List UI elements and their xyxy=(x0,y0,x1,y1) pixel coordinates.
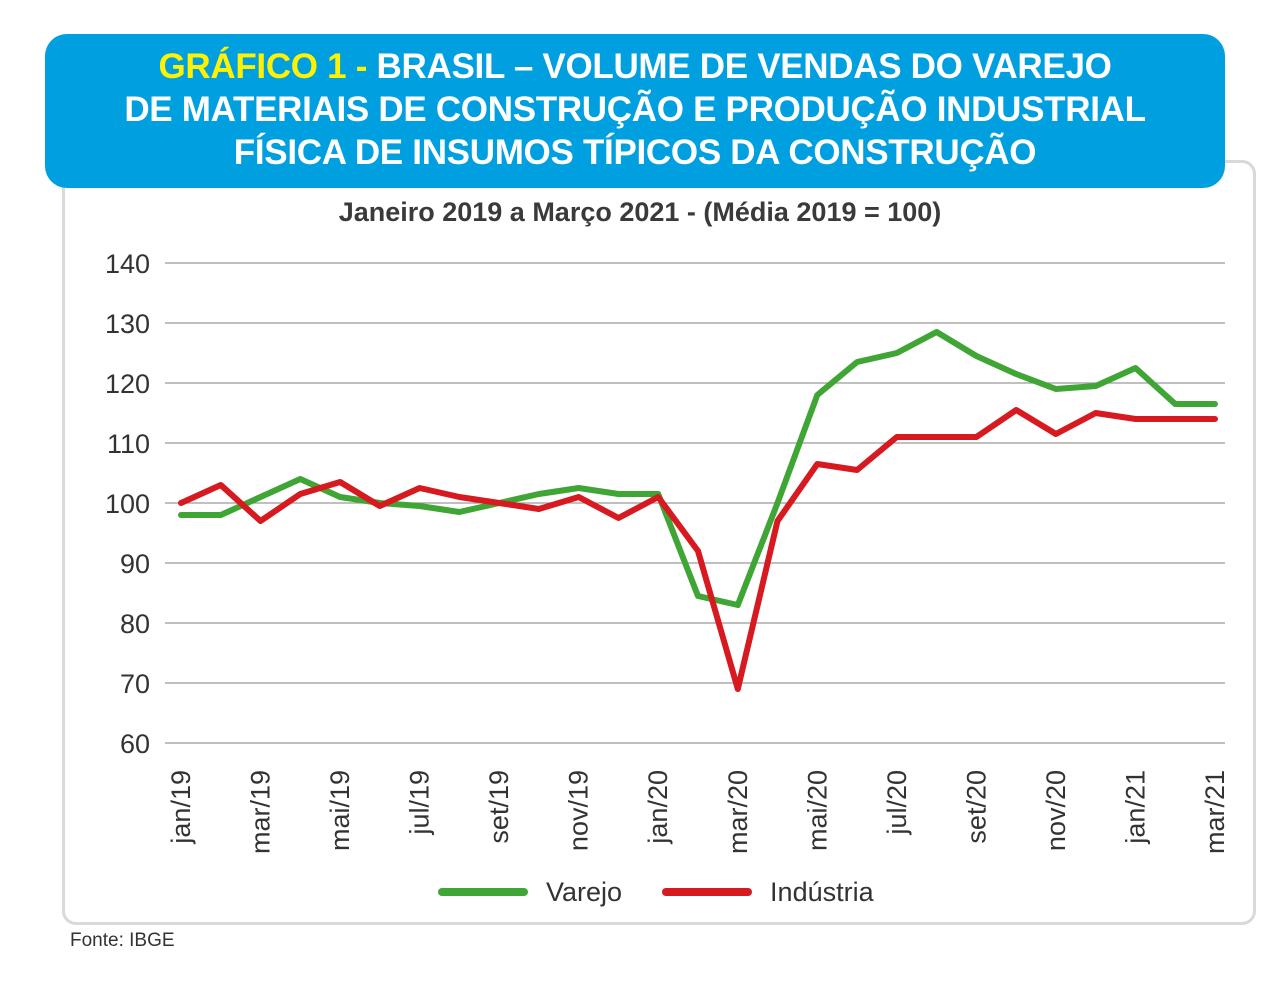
banner-line-2: DE MATERIAIS DE CONSTRUÇÃO E PRODUÇÃO IN… xyxy=(124,90,1146,129)
y-tick-label-130: 130 xyxy=(105,309,150,339)
legend-swatch-industria xyxy=(662,888,753,896)
y-tick-label-140: 140 xyxy=(105,249,150,279)
y-tick-label-110: 110 xyxy=(107,429,150,459)
chart-title-banner: GRÁFICO 1 - BRASIL – VOLUME DE VENDAS DO… xyxy=(45,34,1225,188)
x-tick-label-jan-21: jan/21 xyxy=(1120,770,1150,845)
x-tick-label-jul-19: jul/19 xyxy=(405,770,435,836)
x-tick-label-nov-20: nov/20 xyxy=(1041,770,1071,851)
x-tick-label-set-20: set/20 xyxy=(961,770,991,844)
legend: Varejo Indústria xyxy=(438,872,914,912)
x-tick-label-mar-20: mar/20 xyxy=(723,770,753,854)
x-tick-label-mar-19: mar/19 xyxy=(246,770,276,854)
chart-subtitle: Janeiro 2019 a Março 2021 - (Média 2019 … xyxy=(338,197,942,227)
chart-frame xyxy=(62,160,1256,925)
series-line-varejo xyxy=(178,329,1218,608)
banner-line-1: GRÁFICO 1 - BRASIL – VOLUME DE VENDAS DO… xyxy=(158,47,1112,86)
x-tick-label-jan-19: jan/19 xyxy=(166,770,196,845)
x-tick-label-set-19: set/19 xyxy=(484,770,514,844)
figure-label: GRÁFICO 1 - xyxy=(158,47,368,86)
y-tick-label-100: 100 xyxy=(105,489,150,519)
y-tick-label-60: 60 xyxy=(120,729,150,759)
banner-line-3: FÍSICA DE INSUMOS TÍPICOS DA CONSTRUÇÃO xyxy=(233,133,1037,172)
series-line-industria xyxy=(178,407,1218,692)
legend-swatch-varejo xyxy=(438,888,528,896)
x-tick-label-mai-19: mai/19 xyxy=(325,770,355,851)
x-tick-label-mar-21: mar/21 xyxy=(1200,770,1230,854)
x-tick-label-jan-20: jan/20 xyxy=(643,770,673,845)
legend-label-industria: Indústria xyxy=(770,876,874,907)
y-tick-label-70: 70 xyxy=(120,669,150,699)
legend-label-varejo: Varejo xyxy=(546,876,623,907)
source-note: Fonte: IBGE xyxy=(70,930,175,951)
legend-item-varejo: Varejo xyxy=(438,877,622,908)
y-tick-label-80: 80 xyxy=(120,609,150,639)
x-tick-label-nov-19: nov/19 xyxy=(564,770,594,851)
y-tick-label-120: 120 xyxy=(105,369,150,399)
x-tick-label-mai-20: mai/20 xyxy=(802,770,832,851)
y-tick-label-90: 90 xyxy=(120,549,150,579)
x-tick-label-jul-20: jul/20 xyxy=(882,770,912,836)
legend-item-industria: Indústria xyxy=(662,877,874,908)
